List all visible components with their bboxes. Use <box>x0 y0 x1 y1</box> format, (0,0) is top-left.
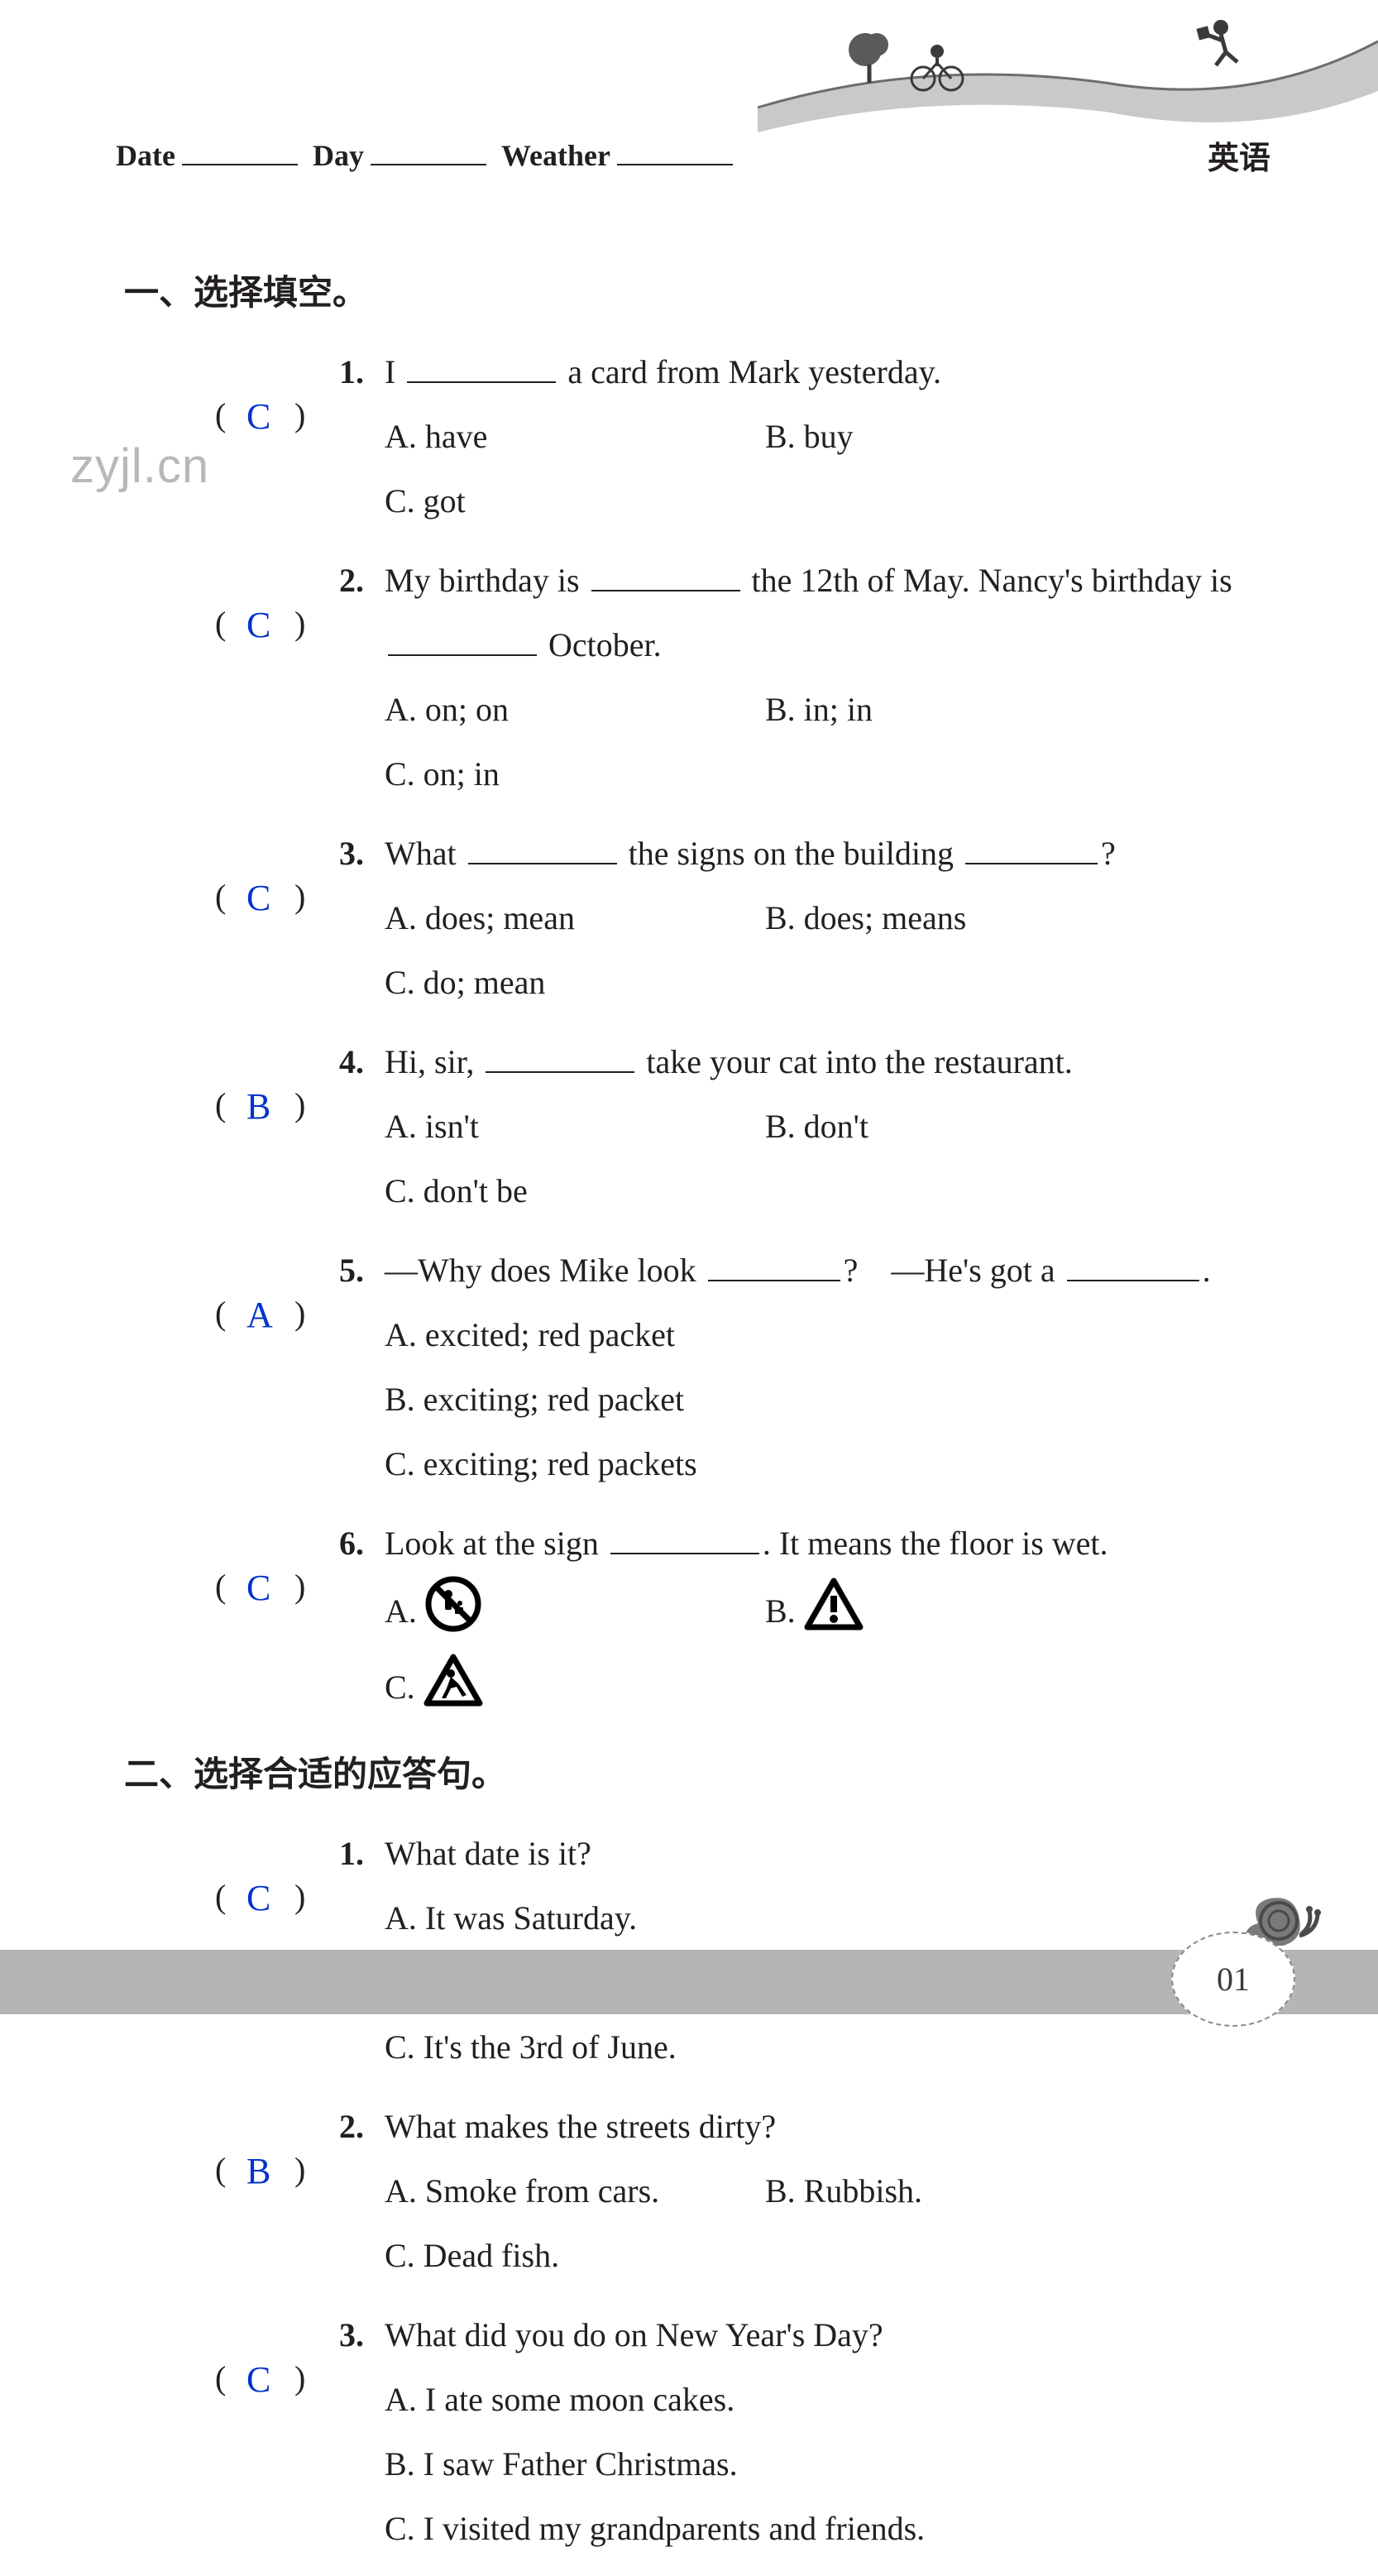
qtext: Look at the sign . It means the floor is… <box>385 1511 1282 1576</box>
opt-b[interactable]: B. I saw Father Christmas. <box>385 2432 1282 2497</box>
answer-letter: B <box>246 2136 270 2207</box>
blank[interactable] <box>407 353 556 383</box>
date-label: Date <box>116 138 175 173</box>
qnum: 5. <box>339 1238 385 1303</box>
blank[interactable] <box>965 835 1098 864</box>
opt-a[interactable]: A. have <box>385 405 765 469</box>
worksheet-page: Date Day Weather 英语 zyjl.cn 一、选择填空。 ( C … <box>0 0 1378 2043</box>
qtext: I a card from Mark yesterday. <box>385 340 1282 405</box>
qnum: 3. <box>339 821 385 886</box>
opt-b[interactable]: B. don't <box>765 1094 1129 1159</box>
opt-b[interactable]: B. Rubbish. <box>765 2159 1096 2224</box>
qtext: My birthday is the 12th of May. Nancy's … <box>385 548 1282 613</box>
s2-q3: ( C ) 3. What did you do on New Year's D… <box>215 2303 1282 2561</box>
day-label: Day <box>313 138 364 173</box>
s1-q1: ( C ) 1. I a card from Mark yesterday. A… <box>215 340 1282 534</box>
qnum: 4. <box>339 1030 385 1094</box>
blank[interactable] <box>591 562 740 591</box>
opt-b[interactable]: B. does; means <box>765 886 1129 950</box>
opt-b[interactable]: B. <box>765 1578 1129 1652</box>
opt-b[interactable]: B. exciting; red packet <box>385 1367 1282 1432</box>
s1-q6: ( C ) 6. Look at the sign . It means the… <box>215 1511 1282 1728</box>
qnum: 2. <box>339 548 385 613</box>
footer: 01 <box>0 1919 1378 2043</box>
opt-b[interactable]: B. buy <box>765 405 1129 469</box>
s1-q4: ( B ) 4. Hi, sir, take your cat into the… <box>215 1030 1282 1223</box>
s1-q5: ( A ) 5. —Why does Mike look ? —He's got… <box>215 1238 1282 1496</box>
warning-sign-icon <box>804 1578 864 1652</box>
date-blank[interactable] <box>182 132 298 165</box>
weather-blank[interactable] <box>617 132 733 165</box>
opt-a[interactable]: A. Smoke from cars. <box>385 2159 765 2224</box>
page-number-badge: 01 <box>1171 1932 1295 2027</box>
answer-letter: B <box>246 1071 270 1142</box>
wet-floor-sign-icon <box>423 1654 483 1728</box>
header-fields: Date Day Weather <box>116 132 1257 173</box>
answer-letter: C <box>246 590 270 661</box>
weather-label: Weather <box>501 138 610 173</box>
s2-q2: ( B ) 2. What makes the streets dirty? A… <box>215 2095 1282 2288</box>
s1-q2: ( C ) 2. My birthday is the 12th of May.… <box>215 548 1282 807</box>
qnum: 1. <box>339 1822 385 1886</box>
qtext: What did you do on New Year's Day? <box>385 2303 1282 2368</box>
qtext: What makes the streets dirty? <box>385 2095 1282 2159</box>
qtext: What the signs on the building ? <box>385 821 1282 886</box>
answer-letter: C <box>246 381 270 452</box>
opt-c[interactable]: C. <box>385 1654 649 1728</box>
section1-title: 一、选择填空。 <box>124 265 1282 315</box>
opt-a[interactable]: A. I ate some moon cakes. <box>385 2368 1282 2432</box>
subject-label: 英语 <box>1208 132 1270 178</box>
no-littering-sign-icon <box>425 1576 481 1654</box>
blank[interactable] <box>486 1043 634 1073</box>
opt-a[interactable]: A. does; mean <box>385 886 765 950</box>
qtext: —Why does Mike look ? —He's got a . <box>385 1238 1282 1303</box>
opt-c[interactable]: C. exciting; red packets <box>385 1432 1282 1496</box>
answer-letter: C <box>246 2344 270 2416</box>
qnum: 3. <box>339 2303 385 2368</box>
opt-c[interactable]: C. got <box>385 469 649 534</box>
blank[interactable] <box>1067 1252 1199 1281</box>
blank[interactable] <box>708 1252 840 1281</box>
opt-a[interactable]: A. on; on <box>385 678 765 742</box>
blank[interactable] <box>610 1525 759 1554</box>
answer-letter: A <box>246 1280 273 1351</box>
opt-c[interactable]: C. on; in <box>385 742 649 807</box>
qnum: 6. <box>339 1511 385 1576</box>
answer-letter: C <box>246 1553 270 1624</box>
qnum: 1. <box>339 340 385 405</box>
opt-a[interactable]: A. excited; red packet <box>385 1303 1282 1367</box>
answer-letter: C <box>246 863 270 934</box>
section2-title: 二、选择合适的应答句。 <box>124 1746 1282 1797</box>
opt-b[interactable]: B. in; in <box>765 678 1129 742</box>
qtext: Hi, sir, take your cat into the restaura… <box>385 1030 1282 1094</box>
blank[interactable] <box>388 626 537 656</box>
blank[interactable] <box>468 835 617 864</box>
page-number: 01 <box>1217 1960 1250 1999</box>
opt-c[interactable]: C. do; mean <box>385 950 649 1015</box>
s1-q3: ( C ) 3. What the signs on the building … <box>215 821 1282 1015</box>
opt-a[interactable]: A. <box>385 1576 765 1654</box>
opt-a[interactable]: A. isn't <box>385 1094 765 1159</box>
day-blank[interactable] <box>371 132 486 165</box>
opt-c[interactable]: C. don't be <box>385 1159 649 1223</box>
qnum: 2. <box>339 2095 385 2159</box>
qtext-line2: October. <box>385 613 1282 678</box>
opt-c[interactable]: C. I visited my grandparents and friends… <box>385 2497 1282 2561</box>
opt-c[interactable]: C. Dead fish. <box>385 2224 649 2288</box>
qtext: What date is it? <box>385 1822 1282 1886</box>
content: 一、选择填空。 ( C ) 1. I a card from Mark yest… <box>124 265 1282 2576</box>
